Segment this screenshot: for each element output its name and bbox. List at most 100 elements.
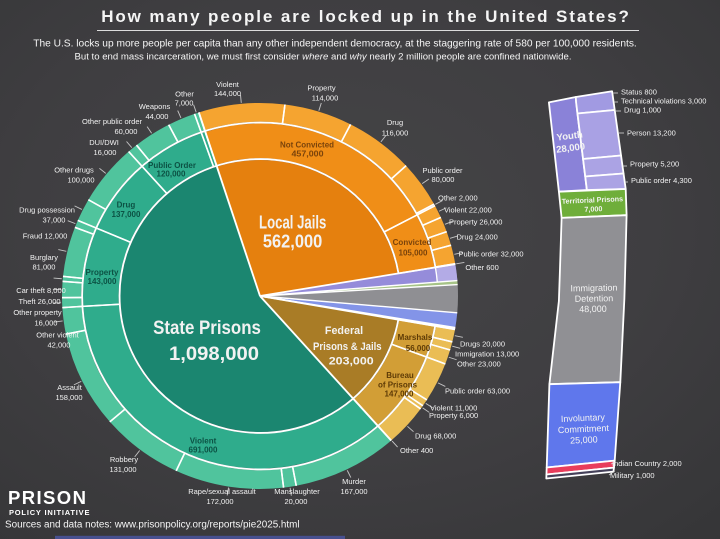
svg-text:Theft 26,000: Theft 26,000 <box>18 297 60 306</box>
svg-text:Public order 32,000: Public order 32,000 <box>459 249 524 258</box>
svg-text:Violent: Violent <box>190 437 217 446</box>
svg-text:7,000: 7,000 <box>175 99 194 108</box>
svg-text:Person 13,200: Person 13,200 <box>627 129 676 138</box>
svg-text:Property 26,000: Property 26,000 <box>449 217 502 226</box>
svg-text:105,000: 105,000 <box>399 249 428 258</box>
svg-text:Detention: Detention <box>575 293 614 304</box>
svg-text:Immigration 13,000: Immigration 13,000 <box>455 350 519 359</box>
svg-text:Public order 63,000: Public order 63,000 <box>445 387 510 396</box>
svg-text:457,000: 457,000 <box>292 149 324 159</box>
svg-text:Other 400: Other 400 <box>400 446 433 455</box>
svg-text:28,000: 28,000 <box>556 141 586 155</box>
svg-text:48,000: 48,000 <box>579 304 607 314</box>
svg-text:Violent: Violent <box>216 80 240 89</box>
svg-text:Drug possession: Drug possession <box>19 206 75 215</box>
svg-text:Drug: Drug <box>117 201 136 210</box>
svg-text:Weapons: Weapons <box>139 102 171 111</box>
svg-text:Drug 24,000: Drug 24,000 <box>457 232 498 241</box>
svg-text:The U.S. locks up more people: The U.S. locks up more people per capita… <box>33 39 637 50</box>
svg-text:20,000: 20,000 <box>285 497 308 506</box>
svg-text:PRISON: PRISON <box>8 487 87 508</box>
svg-text:Violent 11,000: Violent 11,000 <box>430 404 477 413</box>
svg-text:Other public order: Other public order <box>82 117 143 126</box>
svg-text:120,000: 120,000 <box>157 170 186 179</box>
svg-text:203,000: 203,000 <box>329 356 374 368</box>
svg-text:Other violent: Other violent <box>36 331 79 340</box>
svg-text:100,000: 100,000 <box>67 176 94 185</box>
svg-text:of Prisons: of Prisons <box>378 381 418 390</box>
svg-text:44,000: 44,000 <box>146 112 169 121</box>
svg-text:Convicted: Convicted <box>393 238 432 247</box>
svg-text:158,000: 158,000 <box>55 393 82 402</box>
svg-text:25,000: 25,000 <box>570 434 598 445</box>
svg-text:Robbery: Robbery <box>110 455 139 464</box>
svg-text:Not Convicted: Not Convicted <box>280 140 334 150</box>
svg-text:Technical violations 3,000: Technical violations 3,000 <box>621 97 706 106</box>
svg-text:Public order 4,300: Public order 4,300 <box>631 176 692 185</box>
svg-text:7,000: 7,000 <box>584 204 602 214</box>
svg-text:Public Order: Public Order <box>148 161 196 170</box>
svg-text:How many people are locked up: How many people are locked up in the Uni… <box>101 7 631 26</box>
svg-text:Violent 22,000: Violent 22,000 <box>444 205 492 214</box>
svg-text:42,000: 42,000 <box>48 341 71 350</box>
svg-text:Property: Property <box>307 84 336 93</box>
svg-text:Immigration: Immigration <box>570 283 617 294</box>
svg-text:Prisons & Jails: Prisons & Jails <box>313 341 382 353</box>
svg-text:172,000: 172,000 <box>206 497 233 506</box>
svg-text:562,000: 562,000 <box>263 232 322 252</box>
svg-text:Other property: Other property <box>13 308 62 317</box>
svg-text:Youth: Youth <box>556 129 584 143</box>
svg-text:Indian Country 2,000: Indian Country 2,000 <box>612 459 682 468</box>
svg-text:691,000: 691,000 <box>189 446 218 455</box>
svg-text:Fraud 12,000: Fraud 12,000 <box>23 232 68 241</box>
svg-text:143,000: 143,000 <box>88 277 117 286</box>
svg-text:81,000: 81,000 <box>33 263 56 272</box>
svg-text:37,000: 37,000 <box>43 216 66 225</box>
svg-text:1,098,000: 1,098,000 <box>169 344 259 365</box>
svg-text:116,000: 116,000 <box>382 129 409 138</box>
svg-text:Property 5,200: Property 5,200 <box>630 160 679 169</box>
svg-text:POLICY INITIATIVE: POLICY INITIATIVE <box>9 508 90 517</box>
svg-text:Public order: Public order <box>422 166 463 175</box>
svg-text:Involuntary: Involuntary <box>561 412 606 424</box>
svg-text:Local Jails: Local Jails <box>259 213 326 233</box>
svg-text:State Prisons: State Prisons <box>153 318 261 339</box>
svg-text:Military 1,000: Military 1,000 <box>610 471 655 480</box>
svg-text:Car theft 8,000: Car theft 8,000 <box>16 286 66 295</box>
svg-text:DUI/DWI: DUI/DWI <box>89 138 119 147</box>
svg-text:Assault: Assault <box>57 383 83 392</box>
svg-text:Manslaughter: Manslaughter <box>274 487 320 496</box>
svg-text:Burglary: Burglary <box>30 253 58 262</box>
svg-text:Drugs 20,000: Drugs 20,000 <box>460 340 505 349</box>
svg-text:167,000: 167,000 <box>340 487 367 496</box>
svg-text:Commitment: Commitment <box>558 423 610 435</box>
svg-text:Property: Property <box>86 268 119 277</box>
svg-text:Bureau: Bureau <box>386 371 414 380</box>
svg-text:But to end mass incarceration,: But to end mass incarceration, we must f… <box>74 52 571 63</box>
svg-text:Status 800: Status 800 <box>621 88 657 97</box>
svg-text:Other: Other <box>175 90 194 99</box>
svg-text:Other 2,000: Other 2,000 <box>438 193 478 202</box>
svg-text:80,000: 80,000 <box>432 175 455 184</box>
svg-text:60,000: 60,000 <box>115 127 138 136</box>
svg-text:Murder: Murder <box>342 477 366 486</box>
svg-text:Drug 68,000: Drug 68,000 <box>415 432 456 441</box>
svg-text:Drug 1,000: Drug 1,000 <box>624 106 661 115</box>
svg-text:56,000: 56,000 <box>406 344 431 353</box>
svg-text:Other drugs: Other drugs <box>54 166 94 175</box>
svg-text:Territorial Prisons: Territorial Prisons <box>562 194 624 206</box>
svg-text:144,000: 144,000 <box>214 89 241 98</box>
svg-text:16,000: 16,000 <box>94 148 117 157</box>
svg-text:Marshals: Marshals <box>398 333 433 342</box>
svg-text:16,000: 16,000 <box>35 319 58 328</box>
svg-text:Property 6,000: Property 6,000 <box>429 411 478 420</box>
svg-text:Other 600: Other 600 <box>465 263 498 272</box>
svg-text:Drug: Drug <box>387 118 403 127</box>
svg-text:114,000: 114,000 <box>312 94 339 103</box>
svg-text:Rape/sexual assault: Rape/sexual assault <box>188 487 256 496</box>
svg-text:147,000: 147,000 <box>385 390 414 399</box>
svg-text:131,000: 131,000 <box>109 465 136 474</box>
svg-text:Sources and data notes: www.pr: Sources and data notes: www.prisonpolicy… <box>5 520 300 531</box>
svg-text:137,000: 137,000 <box>112 210 141 219</box>
svg-text:Federal: Federal <box>325 325 363 337</box>
